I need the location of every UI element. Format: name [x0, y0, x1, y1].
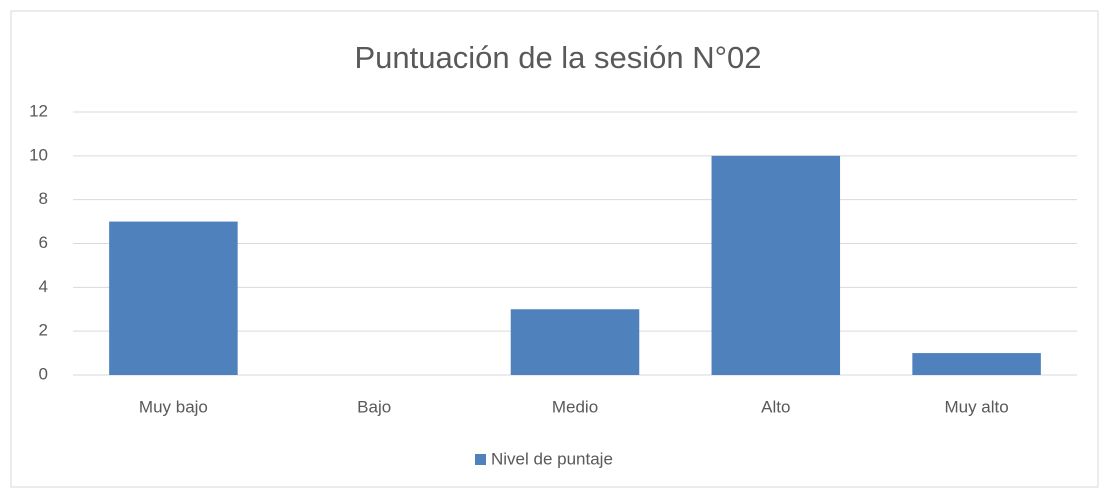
x-tick-label: Medio [552, 397, 598, 416]
legend-swatch [475, 454, 486, 465]
y-tick-label: 8 [39, 189, 48, 208]
x-tick-label: Bajo [357, 397, 391, 416]
chart-title: Puntuación de la sesión N°02 [354, 40, 761, 75]
legend-label: Nivel de puntaje [491, 449, 613, 468]
y-tick-label: 0 [39, 364, 48, 383]
y-tick-label: 2 [39, 321, 48, 340]
y-tick-label: 4 [39, 277, 48, 296]
bar [109, 221, 238, 375]
x-tick-label: Alto [761, 397, 790, 416]
bar [912, 353, 1041, 375]
x-tick-label: Muy bajo [139, 397, 208, 416]
y-tick-label: 12 [29, 101, 48, 120]
y-tick-label: 6 [39, 233, 48, 252]
bar [711, 155, 841, 375]
bar [510, 309, 640, 375]
x-tick-label: Muy alto [944, 397, 1008, 416]
y-tick-label: 10 [29, 145, 48, 164]
